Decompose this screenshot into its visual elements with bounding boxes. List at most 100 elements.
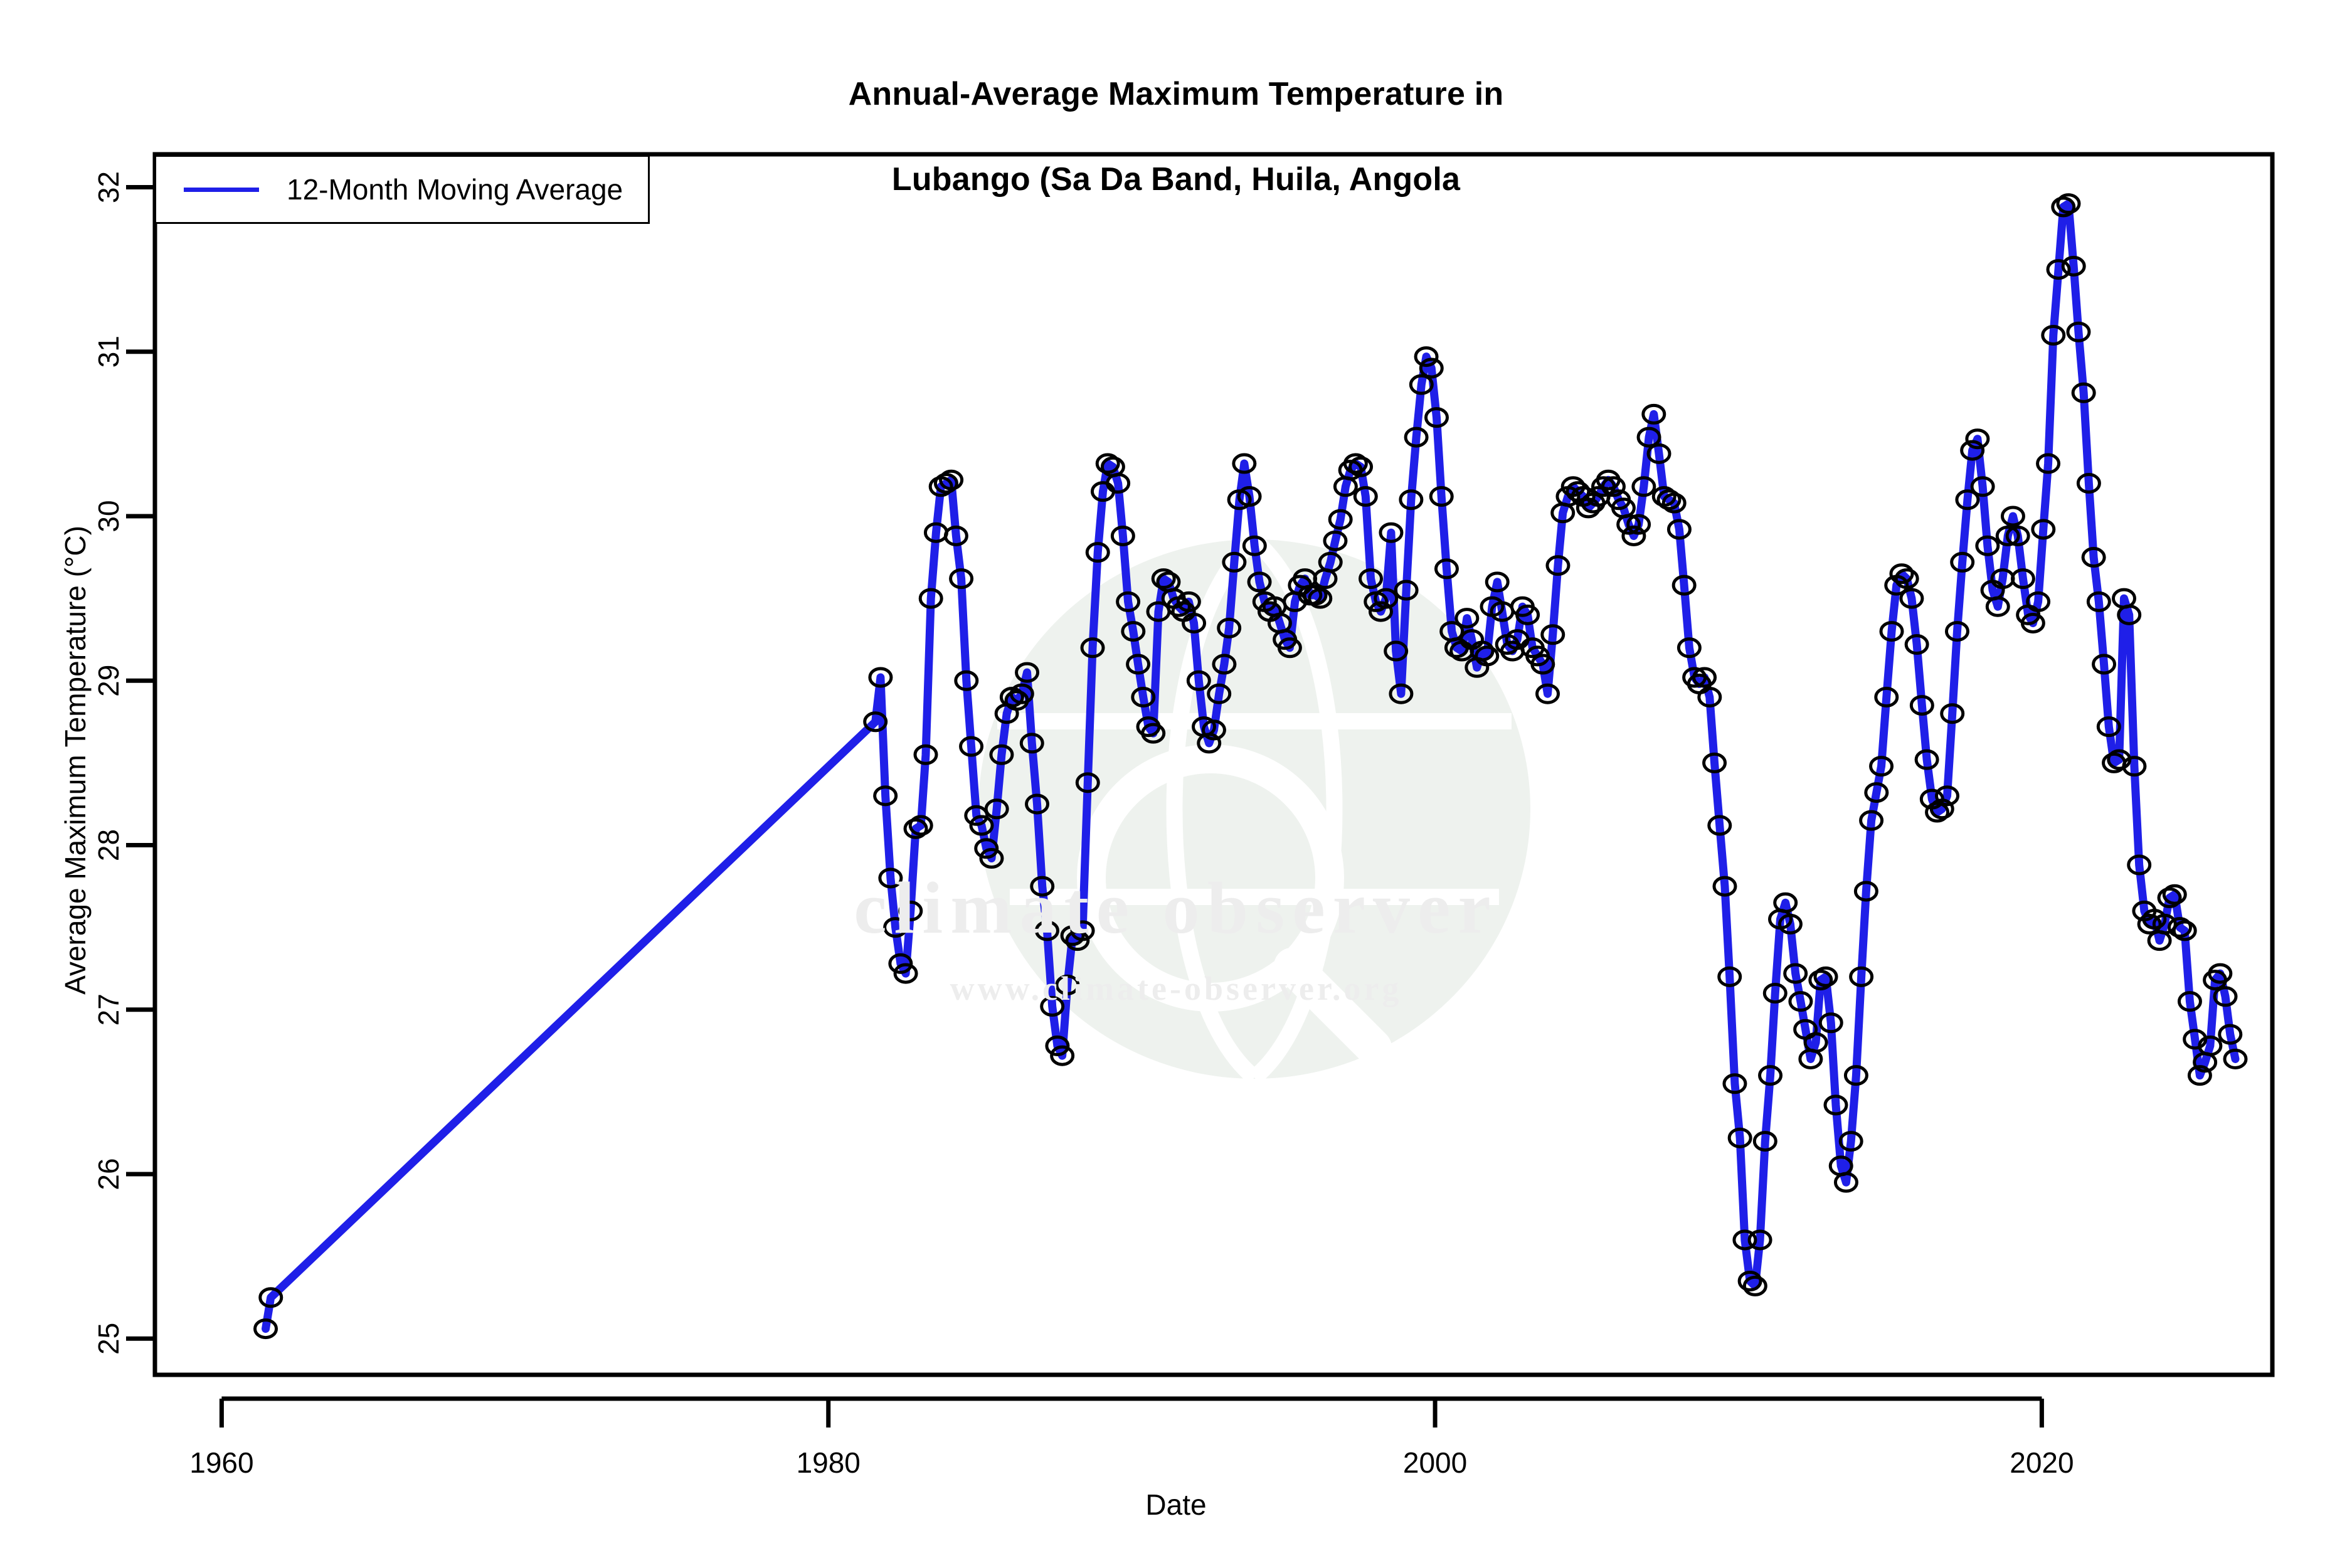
- chart-title-line-1: Annual-Average Maximum Temperature in: [848, 76, 1504, 112]
- data-point-marker: [1303, 585, 1328, 606]
- data-point-marker: [1773, 892, 1798, 913]
- data-point-marker: [1636, 426, 1661, 448]
- x-tick-label: 1980: [797, 1446, 861, 1479]
- data-point-marker: [974, 838, 999, 859]
- x-tick-label: 2020: [2010, 1446, 2074, 1479]
- data-point-marker: [1762, 983, 1788, 1004]
- data-point-marker: [1359, 568, 1384, 590]
- data-point-marker: [2177, 991, 2202, 1012]
- data-point-marker: [1308, 588, 1333, 609]
- y-tick-label: 26: [92, 1158, 125, 1190]
- data-point-marker: [1095, 453, 1120, 474]
- data-point-marker: [1328, 509, 1353, 530]
- data-point-marker: [1379, 522, 1404, 543]
- data-point-marker: [1131, 686, 1156, 707]
- y-tick-label: 32: [92, 171, 125, 203]
- data-point-marker: [1414, 346, 1439, 368]
- data-point-marker: [1970, 476, 1995, 497]
- data-point-marker: [1034, 920, 1059, 941]
- data-point-marker: [868, 667, 893, 688]
- data-point-marker: [1197, 733, 1222, 754]
- data-point-marker: [1075, 772, 1100, 793]
- data-point-marker: [1838, 1131, 1863, 1152]
- data-point-marker: [1085, 542, 1110, 563]
- data-point-marker: [1965, 428, 1990, 450]
- data-point-marker: [1833, 1172, 1858, 1193]
- data-point-marker: [1030, 876, 1055, 897]
- data-point-marker: [1621, 525, 1646, 546]
- data-point-marker: [873, 785, 898, 807]
- data-point-marker: [1985, 596, 2010, 617]
- y-tick-label: 30: [92, 500, 125, 532]
- data-point-marker: [1697, 686, 1722, 707]
- data-point-marker: [1616, 514, 1641, 535]
- data-point-marker: [2172, 920, 2197, 941]
- data-point-marker: [1277, 637, 1302, 659]
- data-point-marker: [964, 805, 989, 826]
- data-point-marker: [903, 818, 928, 839]
- data-point-marker: [1732, 1229, 1757, 1251]
- data-point-marker: [1960, 440, 1985, 461]
- data-point-marker: [969, 815, 994, 836]
- data-point-marker: [1914, 749, 1939, 770]
- data-point-marker: [943, 525, 968, 546]
- y-tick-label: 27: [92, 993, 125, 1025]
- legend-line-swatch-icon: [184, 187, 259, 192]
- data-point-marker: [1783, 963, 1808, 984]
- data-point-marker: [1535, 683, 1560, 704]
- data-point-marker: [1176, 591, 1201, 612]
- data-point-marker: [1070, 920, 1095, 941]
- chart-legend: 12-Month Moving Average: [154, 155, 650, 224]
- data-point-marker: [898, 900, 923, 921]
- data-point-marker: [1222, 551, 1247, 573]
- data-point-marker: [1050, 1045, 1075, 1066]
- data-point-marker: [1394, 580, 1419, 601]
- data-point-marker: [1237, 486, 1262, 507]
- data-point-marker: [2157, 887, 2182, 908]
- data-point-marker: [1232, 453, 1257, 474]
- data-point-marker: [939, 469, 964, 490]
- data-point-marker: [888, 953, 913, 974]
- data-point-marker: [908, 815, 933, 836]
- data-point-marker: [1217, 617, 1242, 638]
- data-point-marker: [878, 867, 903, 889]
- data-point-marker: [954, 670, 979, 691]
- data-point-marker: [2187, 1065, 2212, 1086]
- data-point-marker: [1247, 571, 1272, 593]
- chart-title-line-2: Lubango (Sa Da Band, Huila, Angola: [891, 161, 1461, 198]
- data-point-marker: [933, 473, 958, 494]
- data-point-marker: [1677, 637, 1702, 659]
- data-point-marker: [2208, 963, 2233, 984]
- data-point-marker: [2081, 547, 2106, 568]
- y-tick-label: 25: [92, 1323, 125, 1355]
- data-point-marker: [1940, 703, 1965, 724]
- data-point-marker: [1429, 486, 1454, 507]
- data-point-marker: [2000, 506, 2025, 527]
- data-point-marker: [1722, 1073, 1747, 1094]
- data-point-marker: [1485, 571, 1510, 593]
- data-point-marker: [2086, 591, 2111, 612]
- data-point-marker: [1186, 670, 1211, 691]
- data-point-marker: [893, 963, 918, 984]
- data-point-marker: [1656, 489, 1682, 511]
- data-point-marker: [1389, 683, 1414, 704]
- data-point-marker: [1055, 974, 1080, 995]
- data-point-marker: [1470, 640, 1495, 662]
- data-point-marker: [979, 847, 1004, 869]
- data-point-marker: [2127, 854, 2152, 876]
- data-point-marker: [1045, 1035, 1070, 1056]
- data-point-marker: [1874, 686, 1899, 707]
- data-point-marker: [2092, 654, 2117, 675]
- data-point-marker: [1009, 683, 1034, 704]
- data-point-marker: [1712, 876, 1737, 897]
- data-point-marker: [1323, 530, 1348, 551]
- data-point-marker: [1019, 733, 1044, 754]
- data-point-marker: [1424, 407, 1449, 428]
- data-point-marker: [1404, 426, 1429, 448]
- data-point-marker: [1353, 486, 1378, 507]
- data-point-marker: [1894, 568, 1919, 590]
- data-point-marker: [1475, 645, 1500, 667]
- data-point-marker: [1995, 525, 2020, 546]
- data-point-marker: [2036, 453, 2061, 474]
